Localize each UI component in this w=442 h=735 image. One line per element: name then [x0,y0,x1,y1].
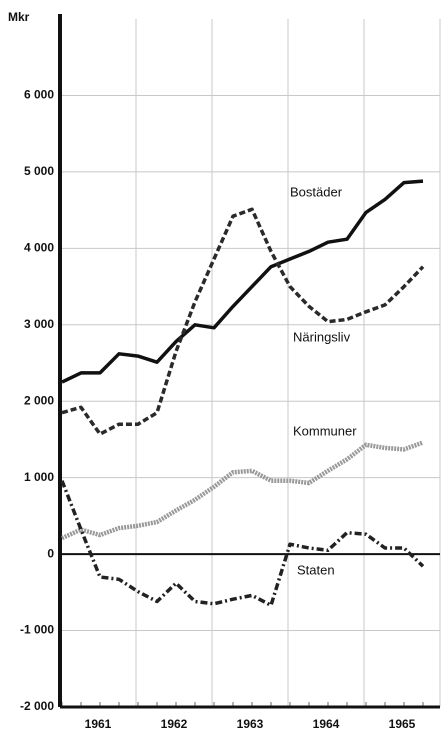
y-tick-label: 3 000 [24,317,54,331]
series-label: Bostäder [290,184,343,199]
y-tick-label: 6 000 [24,88,54,102]
y-tick-label: 5 000 [24,164,54,178]
x-tick-label: 1965 [389,717,416,731]
series-line [60,480,425,608]
y-tick-label: 1 000 [24,470,54,484]
y-tick-label: -2 000 [20,699,54,713]
y-tick-label: 4 000 [24,241,54,255]
series-label: Kommuner [293,423,357,438]
y-tick-label: 0 [47,546,54,560]
x-tick-label: 1963 [237,717,264,731]
y-axis-label: Mkr [8,10,30,24]
y-tick-label: 2 000 [24,393,54,407]
x-tick-label: 1964 [313,717,340,731]
series-line [61,440,424,541]
y-tick-label: -1 000 [20,623,54,637]
series-line [61,207,425,436]
x-tick-label: 1962 [161,717,188,731]
series-line [61,179,424,384]
series-label: Staten [297,562,335,577]
x-tick-label: 1961 [85,717,112,731]
series-label: Näringsliv [293,329,351,344]
